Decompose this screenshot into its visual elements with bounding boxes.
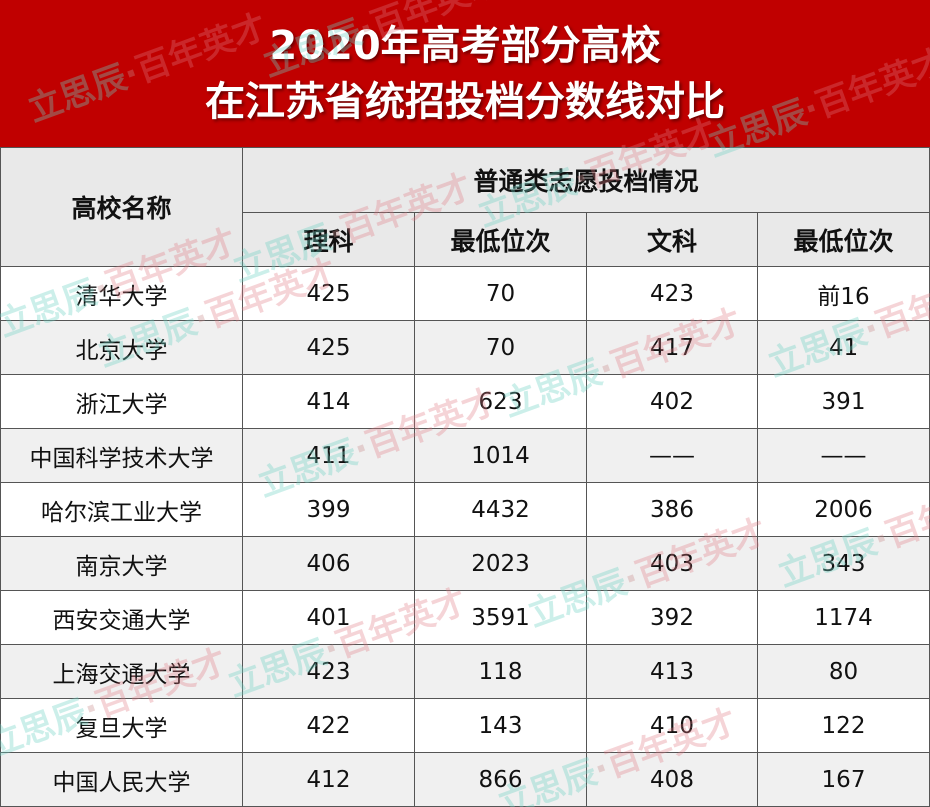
science-score-cell: 399: [242, 482, 415, 537]
arts-score-cell: 417: [586, 320, 758, 375]
arts-rank-cell: 391: [756, 374, 930, 429]
science-rank-cell: 866: [414, 752, 587, 807]
table-row: 哈尔滨工业大学 399 4432 386 2006: [0, 482, 930, 537]
title-banner: 2020年高考部分高校 在江苏省统招投档分数线对比: [0, 0, 930, 147]
header-school-name: 高校名称: [0, 147, 243, 267]
science-rank-cell: 3591: [414, 590, 587, 645]
school-name-cell: 南京大学: [0, 536, 243, 591]
header-group: 普通类志愿投档情况: [241, 147, 930, 213]
page-title-line-1: 2020年高考部分高校: [269, 22, 661, 69]
school-name-cell: 浙江大学: [0, 374, 243, 429]
table-row: 北京大学 425 70 417 41: [0, 320, 930, 375]
table-row: 中国科学技术大学 411 1014 —— ——: [0, 428, 930, 483]
arts-rank-cell: ——: [756, 428, 930, 483]
table-body: 清华大学 425 70 423 前16 北京大学 425 70 417 41 浙江大学 414 623 4…: [0, 266, 930, 807]
arts-rank-cell: 80: [756, 644, 930, 699]
science-score-cell: 401: [242, 590, 415, 645]
school-name-cell: 复旦大学: [0, 698, 243, 753]
table-row: 西安交通大学 401 3591 392 1174: [0, 590, 930, 645]
arts-rank-cell: 122: [756, 698, 930, 753]
science-rank-cell: 143: [414, 698, 587, 753]
science-score-cell: 414: [242, 374, 415, 429]
admission-score-table: 高校名称 普通类志愿投档情况 理科 最低位次 文科 最低位次 清华大学 425 70…: [0, 147, 930, 807]
arts-score-cell: 386: [586, 482, 758, 537]
science-rank-cell: 70: [414, 266, 587, 321]
science-score-cell: 411: [242, 428, 415, 483]
science-score-cell: 412: [242, 752, 415, 807]
table-row: 浙江大学 414 623 402 391: [0, 374, 930, 429]
school-name-cell: 哈尔滨工业大学: [0, 482, 243, 537]
header-science-score: 理科: [242, 212, 415, 267]
arts-score-cell: 402: [586, 374, 758, 429]
arts-rank-cell: 343: [756, 536, 930, 591]
arts-rank-cell: 1174: [756, 590, 930, 645]
school-name-cell: 北京大学: [0, 320, 243, 375]
arts-rank-cell: 2006: [756, 482, 930, 537]
arts-score-cell: 403: [586, 536, 758, 591]
science-rank-cell: 118: [414, 644, 587, 699]
table-row: 上海交通大学 423 118 413 80: [0, 644, 930, 699]
science-rank-cell: 2023: [414, 536, 587, 591]
arts-score-cell: 410: [586, 698, 758, 753]
school-name-cell: 西安交通大学: [0, 590, 243, 645]
science-rank-cell: 623: [414, 374, 587, 429]
arts-score-cell: 413: [586, 644, 758, 699]
table-row: 中国人民大学 412 866 408 167: [0, 752, 930, 807]
science-score-cell: 422: [242, 698, 415, 753]
table-row: 清华大学 425 70 423 前16: [0, 266, 930, 321]
science-score-cell: 425: [242, 266, 415, 321]
science-rank-cell: 4432: [414, 482, 587, 537]
arts-score-cell: 408: [586, 752, 758, 807]
table-row: 复旦大学 422 143 410 122: [0, 698, 930, 753]
header-arts-rank: 最低位次: [756, 212, 930, 267]
arts-rank-cell: 前16: [756, 266, 930, 321]
arts-rank-cell: 41: [756, 320, 930, 375]
header-arts-score: 文科: [586, 212, 758, 267]
page-title-line-2: 在江苏省统招投档分数线对比: [205, 78, 725, 125]
science-score-cell: 423: [242, 644, 415, 699]
arts-rank-cell: 167: [756, 752, 930, 807]
school-name-cell: 中国人民大学: [0, 752, 243, 807]
science-rank-cell: 1014: [414, 428, 587, 483]
school-name-cell: 上海交通大学: [0, 644, 243, 699]
science-score-cell: 406: [242, 536, 415, 591]
arts-score-cell: ——: [586, 428, 758, 483]
science-score-cell: 425: [242, 320, 415, 375]
table-row: 南京大学 406 2023 403 343: [0, 536, 930, 591]
header-science-rank: 最低位次: [414, 212, 587, 267]
school-name-cell: 清华大学: [0, 266, 243, 321]
science-rank-cell: 70: [414, 320, 587, 375]
arts-score-cell: 423: [586, 266, 758, 321]
school-name-cell: 中国科学技术大学: [0, 428, 243, 483]
arts-score-cell: 392: [586, 590, 758, 645]
